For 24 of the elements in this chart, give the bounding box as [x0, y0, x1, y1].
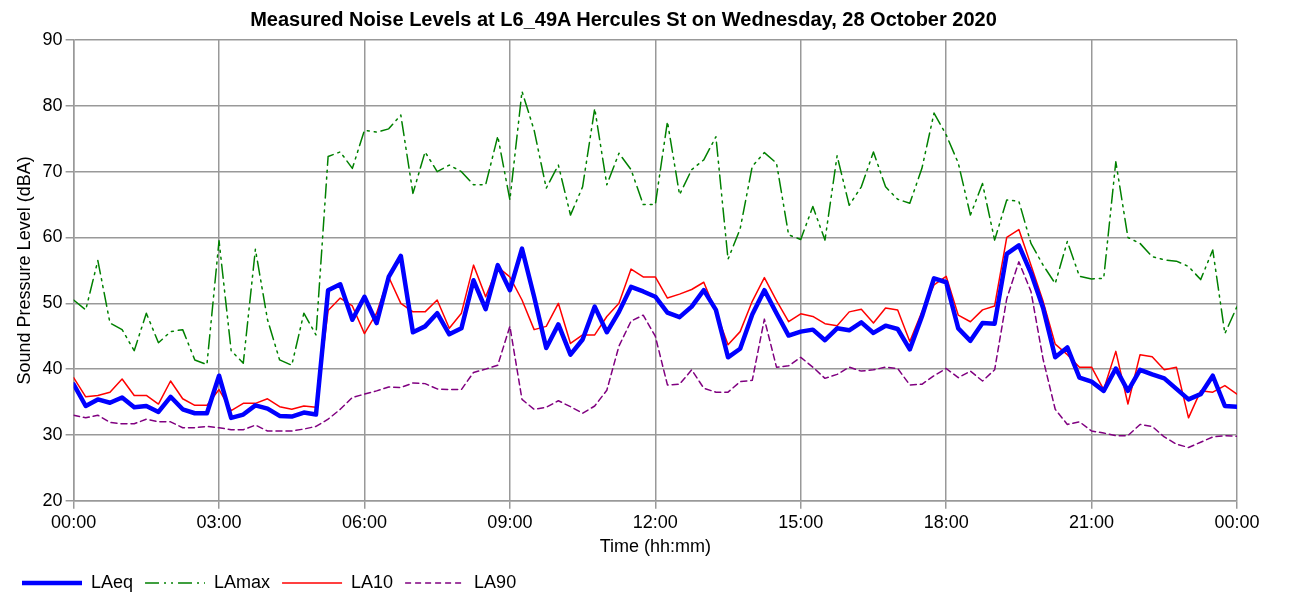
y-tick-label: 20	[42, 489, 63, 510]
legend-label: LA10	[351, 571, 394, 592]
y-tick-label: 90	[42, 28, 63, 49]
y-tick-label: 50	[42, 292, 63, 313]
x-tick-label: 15:00	[778, 511, 824, 532]
y-tick-label: 30	[42, 423, 63, 444]
legend-label: LA90	[474, 571, 517, 592]
x-tick-label: 00:00	[51, 511, 97, 532]
x-tick-label: 09:00	[487, 511, 533, 532]
x-tick-label: 03:00	[196, 511, 242, 532]
x-tick-label: 18:00	[923, 511, 969, 532]
x-tick-label: 21:00	[1069, 511, 1115, 532]
y-tick-label: 60	[42, 226, 63, 247]
legend-label: LAmax	[214, 571, 271, 592]
y-tick-label: 40	[42, 358, 63, 379]
x-axis-title: Time (hh:mm)	[599, 536, 711, 557]
y-tick-label: 70	[42, 160, 63, 181]
chart-title: Measured Noise Levels at L6_49A Hercules St on Wednesday, 28 October 2020	[250, 7, 997, 30]
legend-label: LAeq	[91, 571, 134, 592]
y-tick-label: 80	[42, 94, 63, 115]
x-tick-label: 06:00	[341, 511, 387, 532]
y-axis-title: Sound Pressure Level (dBA)	[13, 156, 34, 385]
x-tick-label: 00:00	[1214, 511, 1260, 532]
x-tick-label: 12:00	[632, 511, 678, 532]
